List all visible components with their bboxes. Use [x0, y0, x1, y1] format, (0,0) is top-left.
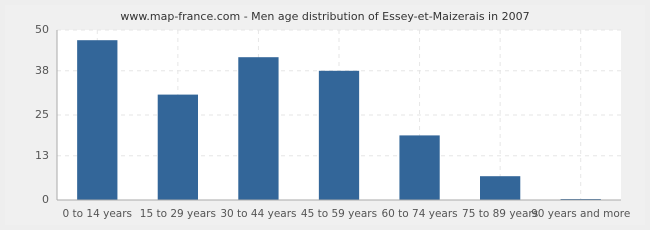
x-tick-label: 0 to 14 years	[63, 208, 133, 220]
x-tick-label: 30 to 44 years	[220, 208, 296, 220]
bar	[77, 40, 118, 201]
bar	[480, 176, 521, 200]
x-tick-label: 60 to 74 years	[381, 208, 457, 220]
y-tick-label: 0	[42, 193, 49, 206]
x-tick-label: 45 to 59 years	[301, 208, 377, 220]
x-tick-label: 75 to 89 years	[462, 208, 538, 220]
y-tick-label: 13	[35, 149, 49, 162]
y-tick-label: 25	[35, 108, 49, 121]
chart-title: www.map-france.com - Men age distributio…	[120, 10, 529, 23]
bar	[238, 57, 279, 201]
x-tick-label: 90 years and more	[531, 208, 630, 220]
bar	[318, 70, 360, 200]
y-tick-label: 50	[35, 23, 49, 36]
chart: www.map-france.com - Men age distributio…	[0, 0, 650, 230]
bar	[399, 135, 440, 200]
y-tick-label: 38	[35, 64, 49, 77]
x-tick-label: 15 to 29 years	[140, 208, 216, 220]
bar	[157, 94, 198, 200]
